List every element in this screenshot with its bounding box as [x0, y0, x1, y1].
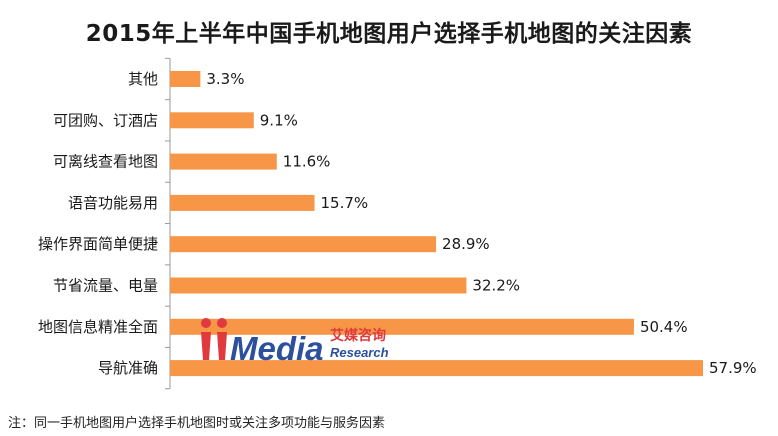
iimedia-logo: Media 艾媒咨询 Research	[201, 318, 388, 366]
data-label: 15.7%	[321, 194, 369, 212]
category-label: 操作界面简单便捷	[38, 235, 158, 253]
svg-text:艾媒咨询: 艾媒咨询	[330, 327, 386, 344]
data-label: 11.6%	[283, 153, 331, 171]
bar	[170, 194, 315, 211]
category-label: 可离线查看地图	[53, 153, 158, 171]
svg-text:Media: Media	[230, 330, 324, 366]
category-label: 节省流量、电量	[53, 277, 158, 295]
data-label: 28.9%	[442, 235, 490, 253]
data-label: 57.9%	[709, 359, 757, 377]
bar	[170, 360, 703, 377]
category-label: 导航准确	[98, 359, 158, 377]
category-label: 地图信息精准全面	[38, 318, 158, 336]
data-label: 3.3%	[206, 70, 244, 88]
data-label: 32.2%	[472, 277, 520, 295]
bar	[170, 236, 437, 253]
bar	[170, 153, 277, 170]
bar	[170, 277, 467, 294]
data-label: 9.1%	[260, 111, 298, 129]
bar	[170, 318, 634, 335]
category-label: 语音功能易用	[68, 194, 158, 212]
category-label: 其他	[128, 70, 158, 88]
category-label: 可团购、订酒店	[53, 111, 158, 129]
svg-text:Research: Research	[330, 345, 388, 360]
bar	[170, 112, 254, 129]
bar	[170, 71, 201, 87]
data-label: 50.4%	[640, 318, 688, 336]
footnote: 注：同一手机地图用户选择手机地图时或关注多项功能与服务因素	[8, 416, 386, 431]
chart-title: 2015年上半年中国手机地图用户选择手机地图的关注因素	[85, 21, 693, 47]
